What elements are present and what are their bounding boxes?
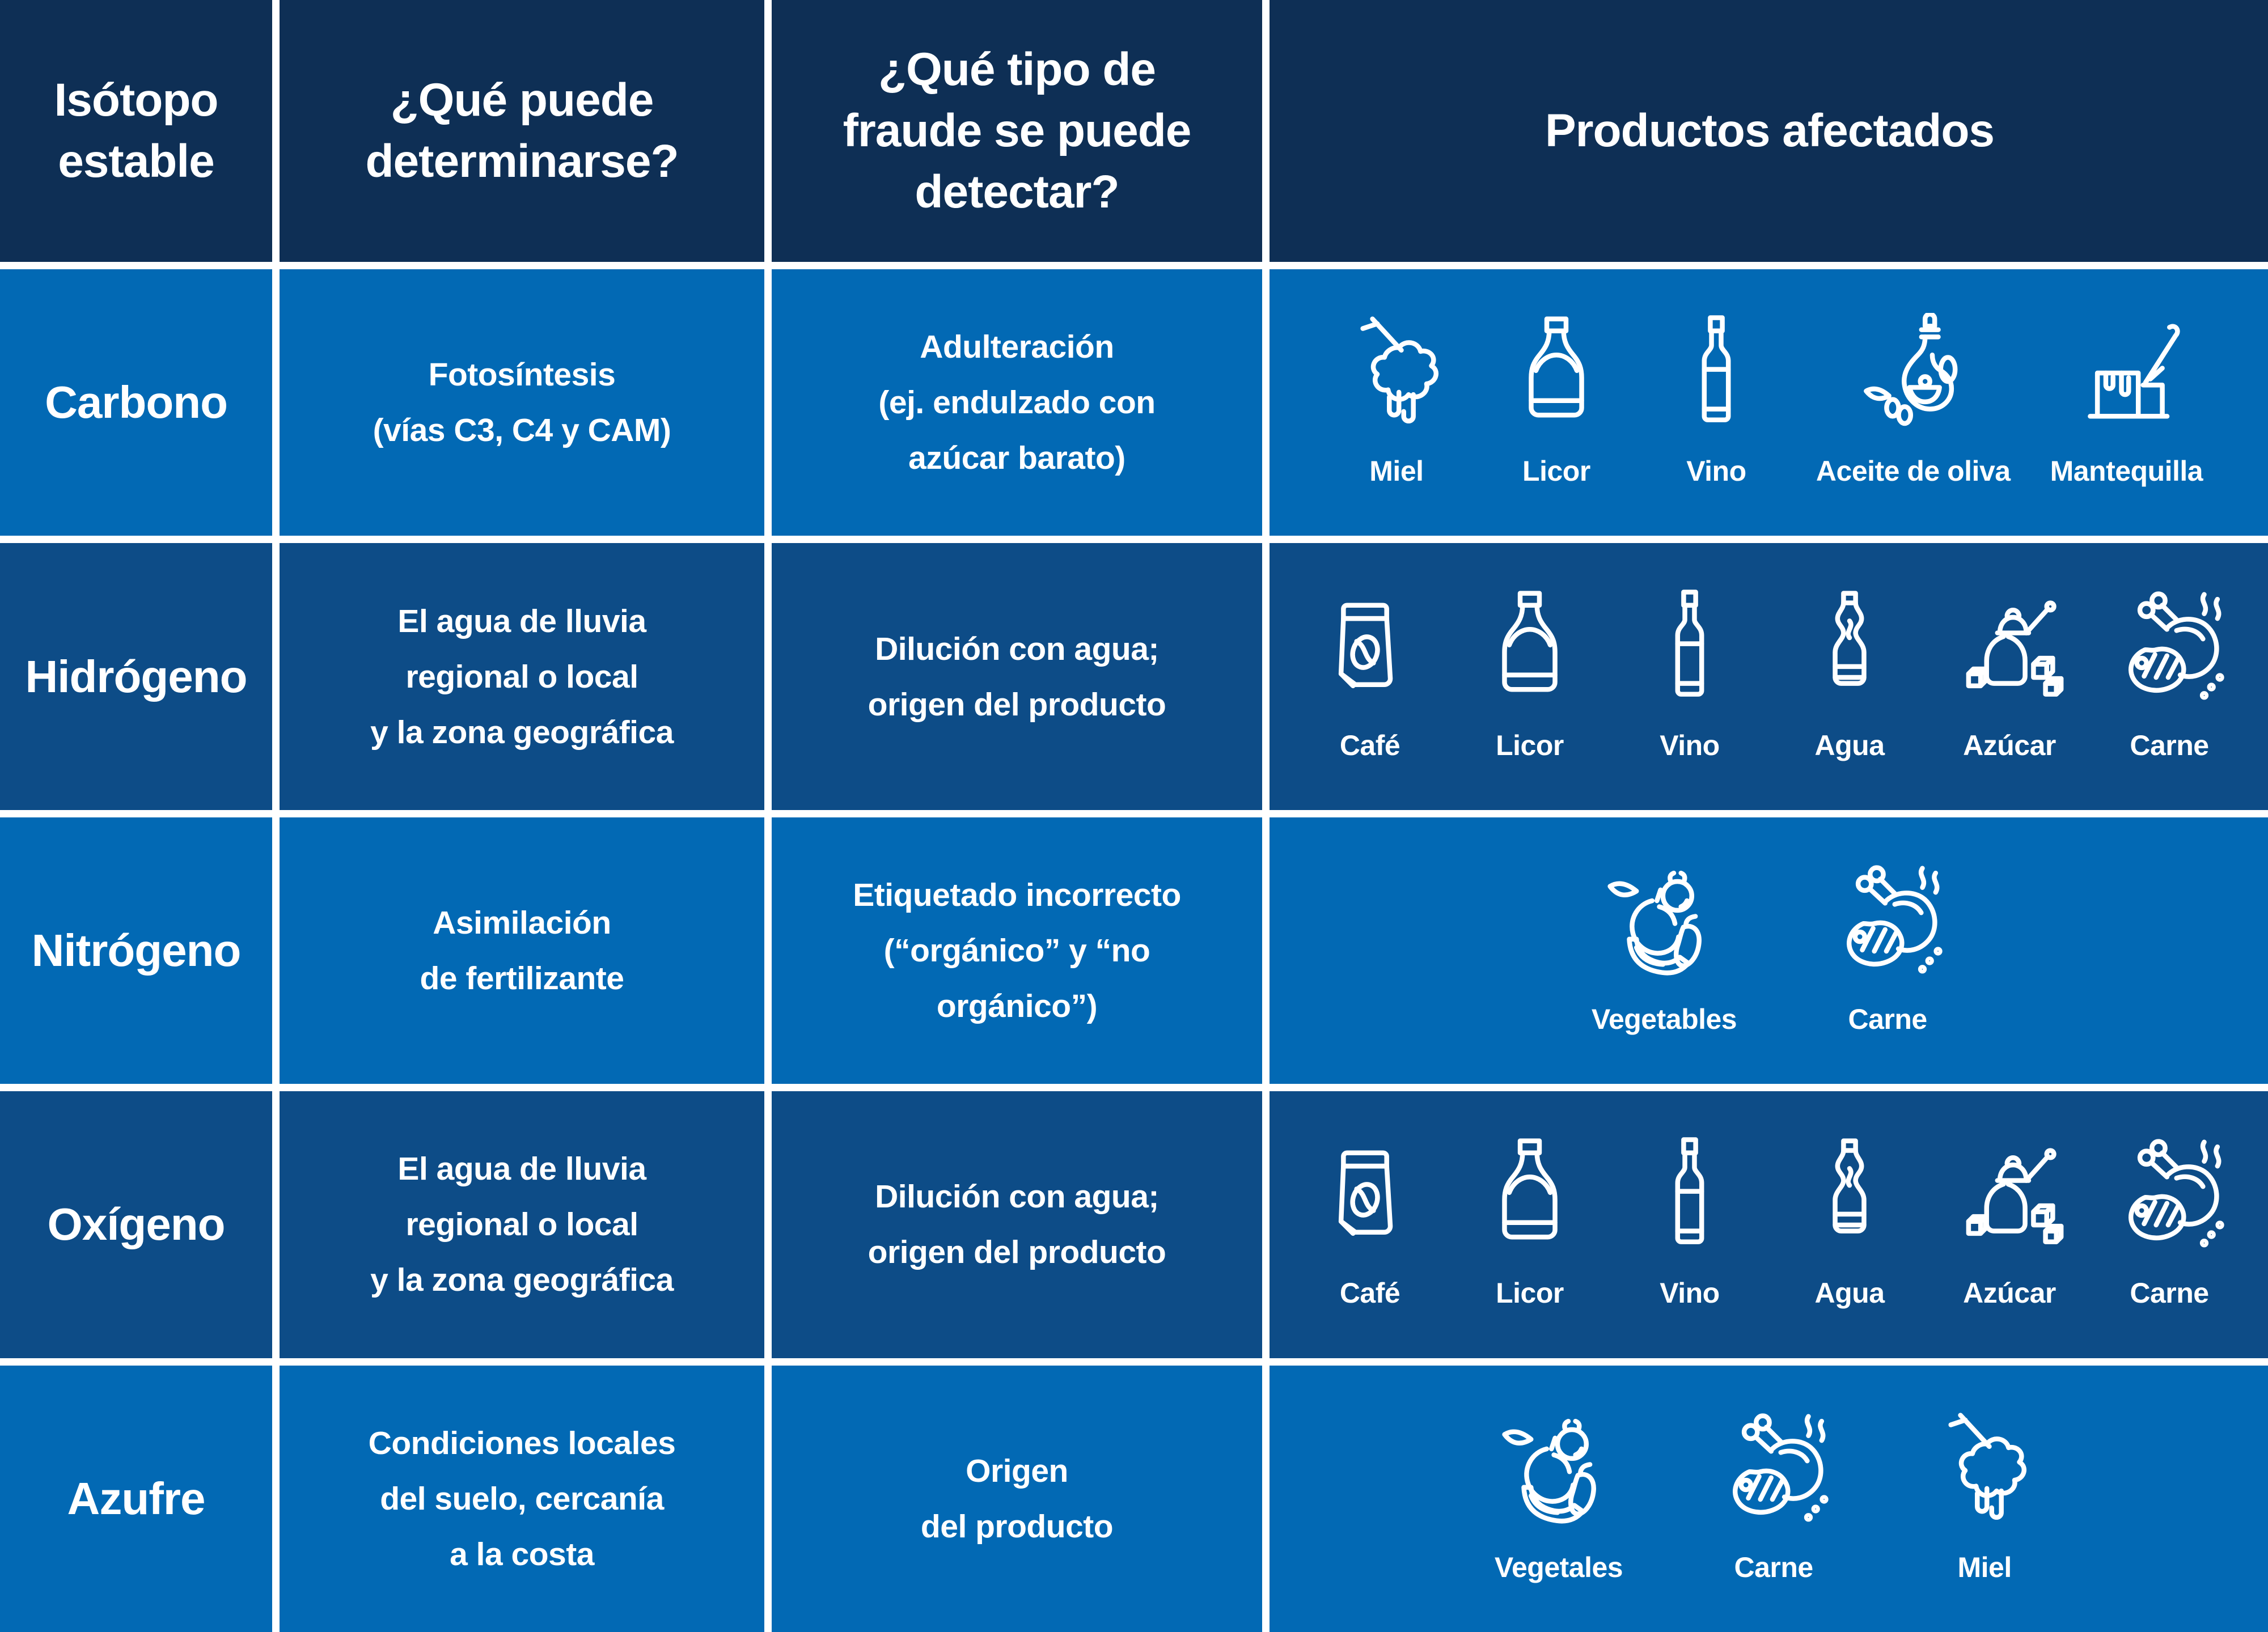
product-azucar: Azúcar [1949, 580, 2070, 762]
product-vino: Vino [1630, 1128, 1750, 1309]
row-oxigeno-fraud: Dilución con agua; origen del producto [772, 1091, 1262, 1358]
header-products-label: Productos afectados [1545, 104, 1995, 156]
azucar-icon [1949, 1128, 2070, 1262]
product-aceite: Aceite de oliva [1816, 306, 2011, 488]
product-label: Carne [1848, 1003, 1928, 1035]
carne-icon [2109, 1128, 2229, 1262]
licor-icon [1496, 306, 1617, 440]
product-label: Azúcar [1963, 729, 2056, 761]
miel-icon [1924, 1402, 2045, 1536]
product-licor: Licor [1470, 580, 1590, 762]
product-label: Carne [2130, 1277, 2209, 1309]
product-vino: Vino [1656, 306, 1776, 488]
row-hidrogeno-products: Café Licor Vino Agua Azúcar Carne [1270, 543, 2268, 810]
product-label: Vegetables [1591, 1003, 1737, 1035]
product-label: Vegetales [1494, 1551, 1623, 1583]
product-label: Café [1339, 1277, 1400, 1309]
header-determine: ¿Qué puede determinarse? [280, 0, 764, 262]
product-licor: Licor [1496, 306, 1617, 488]
product-label: Licor [1522, 455, 1590, 488]
miel-icon [1336, 306, 1457, 440]
product-agua: Agua [1789, 580, 1910, 762]
product-label: Mantequilla [2050, 455, 2203, 488]
row-oxigeno-determine: El agua de lluvia regional o local y la … [280, 1091, 764, 1358]
product-mantequilla: Mantequilla [2050, 306, 2203, 488]
header-determine-label: ¿Qué puede determinarse? [365, 74, 679, 187]
carne-icon [2109, 580, 2229, 714]
header-fraud: ¿Qué tipo de fraude se puede detectar? [772, 0, 1262, 262]
vegetales-icon [1499, 1402, 1619, 1536]
product-vegetales: Vegetables [1592, 854, 1737, 1036]
vino-icon [1630, 580, 1750, 714]
product-cafe: Café [1310, 1128, 1430, 1309]
product-carne: Carne [1713, 1402, 1834, 1584]
vino-icon [1656, 306, 1776, 440]
row-oxigeno-products: Café Licor Vino Agua Azúcar Carne [1270, 1091, 2268, 1358]
row-nitrogeno-determine: Asimilación de fertilizante [280, 817, 764, 1084]
product-miel: Miel [1924, 1402, 2045, 1584]
product-label: Vino [1660, 729, 1720, 761]
row-azufre-isotope: Azufre [0, 1365, 272, 1632]
product-label: Vino [1660, 1277, 1720, 1309]
licor-icon [1470, 580, 1590, 714]
header-isotope: Isótopo estable [0, 0, 272, 262]
row-hidrogeno-fraud: Dilución con agua; origen del producto [772, 543, 1262, 810]
product-carne: Carne [1827, 854, 1948, 1036]
row-azufre-determine: Condiciones locales del suelo, cercanía … [280, 1365, 764, 1632]
mantequilla-icon [2066, 306, 2186, 440]
product-carne: Carne [2109, 1128, 2229, 1309]
carne-icon [1827, 854, 1948, 988]
product-carne: Carne [2109, 580, 2229, 762]
product-label: Miel [1957, 1551, 2012, 1583]
row-azufre-fraud: Origen del producto [772, 1365, 1262, 1632]
product-azucar: Azúcar [1949, 1128, 2070, 1309]
product-vegetales: Vegetales [1495, 1402, 1623, 1584]
row-hidrogeno-determine: El agua de lluvia regional o local y la … [280, 543, 764, 810]
product-label: Carne [1734, 1551, 1813, 1583]
header-products: Productos afectados [1270, 0, 2268, 262]
row-carbono-fraud: Adulteración (ej. endulzado con azúcar b… [772, 269, 1262, 536]
product-label: Carne [2130, 729, 2209, 761]
product-label: Agua [1814, 1277, 1885, 1309]
product-vino: Vino [1630, 580, 1750, 762]
product-label: Aceite de oliva [1816, 455, 2011, 488]
vegetales-icon [1604, 854, 1724, 988]
row-nitrogeno-fraud: Etiquetado incorrecto (“orgánico” y “no … [772, 817, 1262, 1084]
product-label: Café [1339, 729, 1400, 761]
product-label: Azúcar [1963, 1277, 2056, 1309]
azucar-icon [1949, 580, 2070, 714]
product-label: Vino [1686, 455, 1746, 488]
row-nitrogeno-products: Vegetables Carne [1270, 817, 2268, 1084]
cafe-icon [1310, 580, 1430, 714]
product-miel: Miel [1336, 306, 1457, 488]
row-azufre-products: Vegetales Carne Miel [1270, 1365, 2268, 1632]
carne-icon [1713, 1402, 1834, 1536]
product-label: Agua [1814, 729, 1885, 761]
product-label: Miel [1369, 455, 1424, 488]
row-nitrogeno-isotope: Nitrógeno [0, 817, 272, 1084]
row-carbono-products: Miel Licor Vino Aceite de oliva Mantequilla [1270, 269, 2268, 536]
licor-icon [1470, 1128, 1590, 1262]
product-label: Licor [1496, 729, 1564, 761]
row-carbono-isotope: Carbono [0, 269, 272, 536]
row-oxigeno-isotope: Oxígeno [0, 1091, 272, 1358]
agua-icon [1789, 1128, 1910, 1262]
aceite-icon [1853, 306, 1973, 440]
cafe-icon [1310, 1128, 1430, 1262]
product-label: Licor [1496, 1277, 1564, 1309]
product-licor: Licor [1470, 1128, 1590, 1309]
vino-icon [1630, 1128, 1750, 1262]
header-fraud-label: ¿Qué tipo de fraude se puede detectar? [843, 43, 1192, 218]
row-hidrogeno-isotope: Hidrógeno [0, 543, 272, 810]
agua-icon [1789, 580, 1910, 714]
product-agua: Agua [1789, 1128, 1910, 1309]
header-isotope-label: Isótopo estable [54, 74, 218, 187]
row-carbono-determine: Fotosíntesis (vías C3, C4 y CAM) [280, 269, 764, 536]
product-cafe: Café [1310, 580, 1430, 762]
